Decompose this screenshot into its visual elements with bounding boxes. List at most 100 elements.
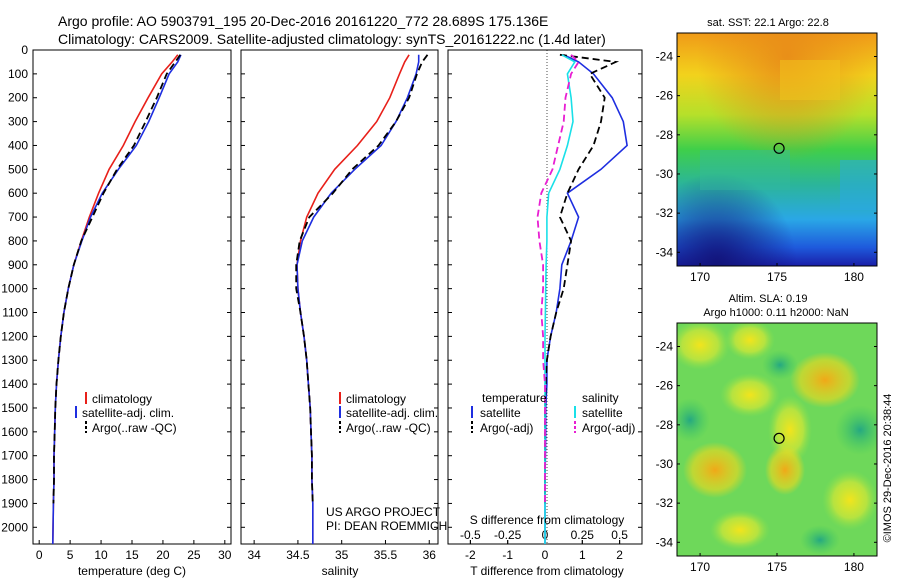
x-tick-label: -0.25 [494, 528, 522, 542]
legend-salinity-title: salinity [582, 391, 619, 405]
x-tick-label: 30 [218, 548, 232, 562]
sla-map-title: Altim. SLA: 0.19 [729, 293, 808, 305]
depth-axis: 0 100 200 300 400 500 600 700 800 900 1000 1100 1200… [1, 43, 642, 534]
depth-tick-label: 800 [8, 234, 28, 248]
t-difference-label: T difference from climatology [470, 564, 624, 578]
lat-tick-label: -26 [656, 89, 674, 103]
figure-title-line2: Climatology: CARS2009. Satellite-adjuste… [58, 31, 606, 47]
lat-tick-label: -28 [656, 128, 674, 142]
x-tick-label: 0 [36, 548, 43, 562]
x-tick-label: 34.5 [286, 548, 310, 562]
series-line-1 [544, 53, 620, 504]
depth-tick-label: 400 [8, 138, 28, 152]
legend-satellite-label: satellite-adj. clim. [82, 406, 174, 420]
depth-tick-label: 1800 [1, 473, 28, 487]
sal-legend-argo-label: Argo(..raw -QC) [346, 421, 431, 435]
lat-tick-label: -30 [656, 167, 674, 181]
series-line-2 [52, 54, 182, 504]
x-tick-label: 2 [616, 548, 623, 562]
series-line-3 [536, 54, 580, 504]
legend-temperature-title: temperature [482, 391, 547, 405]
lat-tick-label: -28 [656, 418, 674, 432]
legend-climatology-label: climatology [92, 392, 152, 406]
lat-tick-label: -26 [656, 379, 674, 393]
sla-argo-location-marker [773, 432, 785, 444]
difference-legend: temperature salinity satellite Argo(-adj… [471, 391, 635, 435]
series-line-1 [52, 54, 182, 545]
pi-label: PI: DEAN ROEMMICH [326, 519, 447, 533]
x-tick-label: -1 [502, 548, 513, 562]
sst-map-title: sat. SST: 22.1 Argo: 22.8 [707, 17, 829, 29]
lon-tick-label: 175 [767, 560, 787, 574]
depth-tick-label: 600 [8, 186, 28, 200]
salinity-x-axis: 34 34.5 35 35.5 36 [247, 540, 436, 562]
depth-tick-label: 1400 [1, 377, 28, 391]
series-line-2 [544, 54, 576, 544]
series-line-0 [52, 54, 179, 545]
depth-tick-label: 500 [8, 162, 28, 176]
depth-tick-label: 1100 [2, 306, 28, 320]
salinity-xlabel: salinity [322, 564, 359, 578]
depth-tick-label: 1300 [1, 353, 28, 367]
lon-tick-label: 175 [767, 270, 787, 284]
temperature-profiles [52, 54, 182, 545]
lat-tick-label: -34 [656, 535, 674, 549]
diff-legend-s-sat-label: satellite [582, 406, 623, 420]
depth-tick-label: 900 [8, 258, 28, 272]
lat-tick-label: -30 [656, 457, 674, 471]
x-tick-label: 10 [94, 548, 108, 562]
x-tick-label: 0.25 [571, 528, 595, 542]
figure-title-line1: Argo profile: AO 5903791_195 20-Dec-2016… [58, 13, 548, 29]
lat-tick-label: -24 [656, 49, 674, 63]
diff-legend-s-argo-label: Argo(-adj) [582, 421, 635, 435]
sst-map-field [677, 33, 877, 266]
imos-credit: ©IMOS 29-Dec-2016 20:38:44 [882, 394, 894, 543]
x-tick-label: -2 [465, 548, 476, 562]
s-difference-label: S difference from climatology [470, 513, 625, 527]
legend-argo-label: Argo(..raw -QC) [92, 421, 177, 435]
lon-tick-label: 180 [844, 270, 864, 284]
temperature-xlabel: temperature (deg C) [78, 564, 186, 578]
temperature-legend: climatology satellite-adj. clim. Argo(..… [75, 392, 177, 435]
sal-legend-climatology-label: climatology [346, 392, 406, 406]
lat-tick-label: -34 [656, 245, 674, 259]
depth-tick-label: 0 [21, 43, 28, 57]
sal-legend-satellite-label: satellite-adj. clim. [346, 406, 438, 420]
depth-tick-label: 1900 [1, 496, 28, 510]
lat-tick-label: -32 [656, 206, 674, 220]
depth-tick-label: 1000 [1, 282, 28, 296]
x-tick-label: 25 [187, 548, 201, 562]
depth-tick-label: 100 [8, 67, 28, 81]
project-label: US ARGO PROJECT [326, 505, 441, 519]
lat-tick-label: -24 [656, 339, 674, 353]
difference-x-axes: -2 -1 0 1 2-0.5 -0.25 0 0.25 0.5 [460, 528, 628, 562]
lon-tick-label: 170 [690, 270, 710, 284]
depth-tick-label: 200 [8, 91, 28, 105]
temperature-x-axis: 0 5 10 15 20 25 30 [36, 540, 232, 562]
x-tick-label: 0.5 [611, 528, 628, 542]
diff-legend-t-argo-label: Argo(-adj) [480, 421, 533, 435]
lat-tick-label: -32 [656, 496, 674, 510]
lon-tick-label: 180 [844, 560, 864, 574]
x-tick-label: 20 [156, 548, 170, 562]
sla-map-axes: -24 -26 -28 -30 -32 -34 170 175 180 [656, 339, 877, 574]
x-tick-label: 34 [247, 548, 261, 562]
sst-argo-location-marker [773, 142, 785, 154]
diff-legend-t-sat-label: satellite [480, 406, 521, 420]
series-line-2 [295, 54, 429, 504]
depth-tick-label: 1200 [1, 329, 28, 343]
sla-map-subtitle: Argo h1000: 0.11 h2000: NaN [703, 307, 848, 319]
x-tick-label: 35 [335, 548, 349, 562]
sla-map-field [677, 323, 877, 556]
depth-tick-label: 1500 [1, 401, 28, 415]
x-tick-label: -0.5 [460, 528, 481, 542]
sst-map-axes: -24 -26 -28 -30 -32 -34 170 175 180 [656, 49, 877, 284]
x-tick-label: 1 [579, 548, 586, 562]
x-tick-label: 0 [542, 548, 549, 562]
series-line-0 [544, 54, 628, 544]
x-tick-label: 36 [423, 548, 437, 562]
salinity-profiles [295, 54, 429, 544]
difference-profiles [536, 53, 628, 544]
lon-tick-label: 170 [690, 560, 710, 574]
